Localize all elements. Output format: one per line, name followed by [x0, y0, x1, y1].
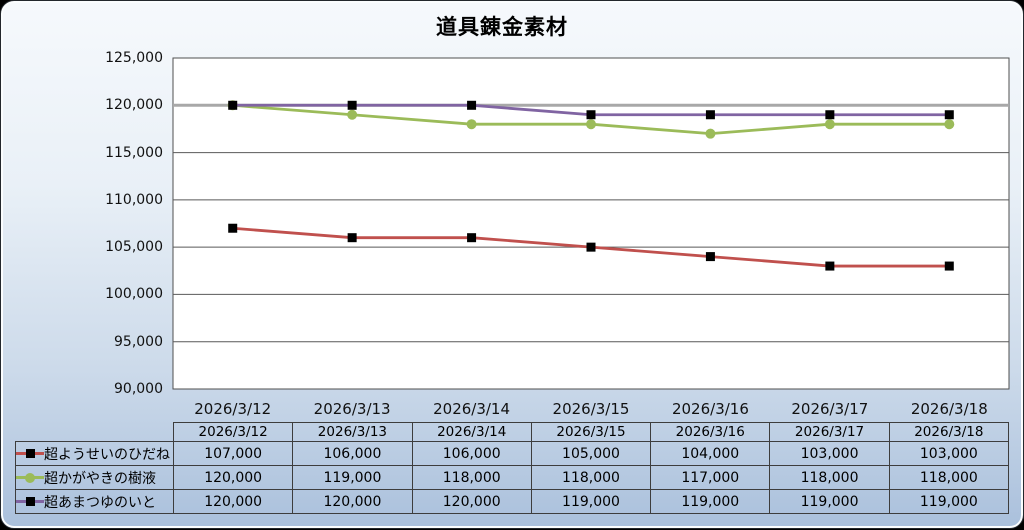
x-axis-tick-label: 2026/3/13 — [313, 400, 391, 418]
y-axis-tick-label: 95,000 — [114, 333, 163, 350]
data-point-marker — [705, 252, 715, 262]
data-point-marker — [586, 110, 596, 120]
table-row: 超ようせいのひだね 107,000 106,000 106,000 105,000 104… — [15, 441, 1010, 466]
y-axis-tick-label: 110,000 — [105, 191, 163, 208]
table-header-date: 2026/3/17 — [769, 422, 890, 442]
data-point-marker — [824, 119, 835, 130]
series-label: 超かがやきの樹液 — [44, 470, 156, 487]
table-value-cell: 118,000 — [411, 465, 532, 490]
series-label-cell: 超あまつゆのいと — [15, 489, 174, 514]
table-header-date: 2026/3/12 — [172, 422, 294, 442]
data-point-marker — [347, 100, 357, 110]
x-axis-tick-label: 2026/3/14 — [433, 400, 511, 418]
data-point-marker — [467, 233, 477, 243]
table-value-cell: 118,000 — [888, 465, 1010, 490]
x-axis-tick-label: 2026/3/17 — [791, 400, 869, 418]
y-axis-tick-label: 105,000 — [105, 239, 163, 256]
table-value-cell: 120,000 — [172, 489, 294, 514]
x-axis-tick-label: 2026/3/16 — [671, 400, 749, 418]
data-point-marker — [466, 119, 477, 130]
table-row: 超かがやきの樹液 120,000 119,000 118,000 118,000 117,… — [15, 465, 1010, 490]
legend-marker-icon — [16, 471, 44, 485]
table-value-cell: 119,000 — [292, 465, 413, 490]
legend-marker-icon — [16, 447, 44, 461]
table-value-cell: 118,000 — [769, 465, 890, 490]
data-point-marker — [944, 119, 955, 130]
data-point-marker — [467, 100, 477, 110]
x-axis-tick-label: 2026/3/12 — [194, 400, 272, 418]
table-value-cell: 119,000 — [888, 489, 1010, 514]
table-value-cell: 119,000 — [650, 489, 771, 514]
table-value-cell: 120,000 — [292, 489, 413, 514]
table-value-cell: 120,000 — [172, 465, 294, 490]
series-label: 超あまつゆのいと — [44, 494, 156, 511]
data-point-marker — [347, 109, 358, 120]
table-header-date: 2026/3/16 — [650, 422, 771, 442]
data-point-marker — [825, 261, 835, 271]
data-point-marker — [944, 110, 954, 120]
y-axis-tick-label: 120,000 — [105, 97, 163, 114]
chart-title: 道具錬金素材 — [436, 15, 568, 39]
table-value-cell: 120,000 — [411, 489, 532, 514]
table-value-cell: 119,000 — [769, 489, 890, 514]
table-value-cell: 118,000 — [530, 465, 652, 490]
series-label-cell: 超ようせいのひだね — [15, 441, 174, 466]
data-point-marker — [586, 242, 596, 252]
x-axis-tick-label: 2026/3/15 — [552, 400, 630, 418]
table-header-date: 2026/3/14 — [411, 422, 532, 442]
data-point-marker — [586, 119, 596, 130]
table-header-date: 2026/3/18 — [888, 422, 1010, 442]
y-axis-tick-label: 90,000 — [114, 381, 163, 397]
table-row: 超あまつゆのいと 120,000 120,000 120,000 119,000 119,… — [15, 489, 1010, 514]
data-point-marker — [825, 110, 835, 120]
table-header-date: 2026/3/15 — [530, 422, 652, 442]
series-label-cell: 超かがやきの樹液 — [15, 465, 174, 490]
series-label: 超ようせいのひだね — [44, 446, 170, 463]
data-point-marker — [228, 223, 238, 233]
table-header-date: 2026/3/13 — [292, 422, 413, 442]
legend-marker-icon — [16, 495, 44, 509]
table-value-cell: 105,000 — [530, 441, 652, 466]
table-corner-cell — [16, 423, 174, 442]
data-point-marker — [944, 261, 954, 271]
plot-background — [172, 57, 1010, 390]
table-value-cell: 106,000 — [292, 441, 413, 466]
table-value-cell: 107,000 — [172, 441, 294, 466]
data-point-marker — [705, 128, 716, 139]
table-value-cell: 103,000 — [769, 441, 890, 466]
data-table: 2026/3/12 2026/3/13 2026/3/14 2026/3/15 2026… — [15, 422, 1010, 514]
data-point-marker — [347, 233, 357, 243]
y-axis-tick-label: 125,000 — [105, 50, 163, 66]
x-axis-tick-label: 2026/3/18 — [910, 400, 988, 418]
table-value-cell: 117,000 — [650, 465, 771, 490]
y-axis-tick-label: 100,000 — [105, 286, 163, 303]
table-value-cell: 103,000 — [888, 441, 1010, 466]
data-point-marker — [228, 100, 238, 110]
y-axis-tick-label: 115,000 — [105, 144, 163, 161]
data-point-marker — [705, 110, 715, 120]
table-value-cell: 119,000 — [530, 489, 652, 514]
table-value-cell: 104,000 — [650, 441, 771, 466]
table-value-cell: 106,000 — [411, 441, 532, 466]
